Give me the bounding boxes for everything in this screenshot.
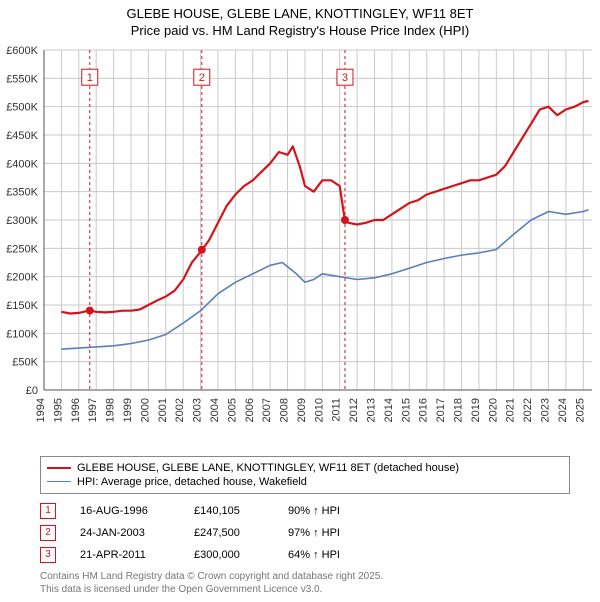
- svg-text:1: 1: [87, 72, 93, 84]
- sale-row: 2 24-JAN-2003 £247,500 97% ↑ HPI: [40, 522, 570, 544]
- svg-text:1999: 1999: [122, 398, 134, 422]
- svg-text:2011: 2011: [331, 398, 343, 422]
- svg-text:2008: 2008: [279, 398, 291, 422]
- legend-item: GLEBE HOUSE, GLEBE LANE, KNOTTINGLEY, WF…: [47, 461, 563, 475]
- legend: GLEBE HOUSE, GLEBE LANE, KNOTTINGLEY, WF…: [40, 456, 570, 494]
- svg-text:2004: 2004: [209, 398, 221, 422]
- svg-text:2020: 2020: [487, 398, 499, 422]
- svg-text:2023: 2023: [540, 398, 552, 422]
- svg-text:2003: 2003: [192, 398, 204, 422]
- sale-pct: 90% ↑ HPI: [288, 505, 340, 517]
- legend-swatch: [47, 481, 71, 482]
- svg-text:£350K: £350K: [6, 186, 38, 198]
- svg-text:3: 3: [342, 72, 348, 84]
- title-line-2: Price paid vs. HM Land Registry's House …: [0, 23, 600, 40]
- sale-date: 16-AUG-1996: [80, 505, 170, 517]
- svg-text:2007: 2007: [261, 398, 273, 422]
- svg-text:2001: 2001: [157, 398, 169, 422]
- svg-text:2009: 2009: [296, 398, 308, 422]
- svg-text:2019: 2019: [470, 398, 482, 422]
- svg-text:£0: £0: [26, 385, 38, 397]
- svg-text:£500K: £500K: [6, 101, 38, 113]
- svg-text:2017: 2017: [435, 398, 447, 422]
- svg-text:2015: 2015: [400, 398, 412, 422]
- sale-date: 24-JAN-2003: [80, 527, 170, 539]
- legend-label: HPI: Average price, detached house, Wake…: [77, 476, 307, 488]
- svg-text:2016: 2016: [418, 398, 430, 422]
- sale-price: £247,500: [194, 527, 264, 539]
- svg-text:£400K: £400K: [6, 158, 38, 170]
- title-line-1: GLEBE HOUSE, GLEBE LANE, KNOTTINGLEY, WF…: [0, 6, 600, 23]
- chart-container: GLEBE HOUSE, GLEBE LANE, KNOTTINGLEY, WF…: [0, 0, 600, 596]
- svg-text:2014: 2014: [383, 398, 395, 422]
- chart-svg: £0 £50K £100K £150K £200K £250K £300K £350K £400…: [0, 40, 600, 450]
- svg-text:£150K: £150K: [6, 300, 38, 312]
- sale-price: £300,000: [194, 549, 264, 561]
- svg-text:1997: 1997: [87, 398, 99, 422]
- legend-item: HPI: Average price, detached house, Wake…: [47, 475, 563, 489]
- svg-text:£250K: £250K: [6, 243, 38, 255]
- svg-text:2022: 2022: [522, 398, 534, 422]
- svg-text:£50K: £50K: [12, 356, 38, 368]
- sale-price: £140,105: [194, 505, 264, 517]
- sales-table: 1 16-AUG-1996 £140,105 90% ↑ HPI 2 24-JAN-200…: [40, 500, 570, 566]
- svg-text:2000: 2000: [139, 398, 151, 422]
- svg-text:1998: 1998: [105, 398, 117, 422]
- svg-text:2006: 2006: [244, 398, 256, 422]
- chart-plot-area: £0 £50K £100K £150K £200K £250K £300K £350K £400…: [0, 40, 600, 450]
- sale-date: 21-APR-2011: [80, 549, 170, 561]
- svg-text:2012: 2012: [348, 398, 360, 422]
- attribution-line-1: Contains HM Land Registry data © Crown c…: [40, 570, 570, 583]
- svg-text:2024: 2024: [557, 398, 569, 422]
- svg-text:£200K: £200K: [6, 271, 38, 283]
- legend-label: GLEBE HOUSE, GLEBE LANE, KNOTTINGLEY, WF…: [77, 462, 459, 474]
- chart-title: GLEBE HOUSE, GLEBE LANE, KNOTTINGLEY, WF…: [0, 0, 600, 40]
- svg-text:2025: 2025: [574, 398, 586, 422]
- svg-text:2010: 2010: [313, 398, 325, 422]
- svg-text:£300K: £300K: [6, 215, 38, 227]
- attribution: Contains HM Land Registry data © Crown c…: [40, 570, 570, 596]
- svg-text:£600K: £600K: [6, 45, 38, 57]
- svg-text:1994: 1994: [35, 398, 47, 422]
- svg-text:2013: 2013: [366, 398, 378, 422]
- sale-row: 1 16-AUG-1996 £140,105 90% ↑ HPI: [40, 500, 570, 522]
- svg-text:2005: 2005: [226, 398, 238, 422]
- sale-pct: 64% ↑ HPI: [288, 549, 340, 561]
- svg-text:2018: 2018: [453, 398, 465, 422]
- svg-text:2021: 2021: [505, 398, 517, 422]
- legend-swatch: [47, 467, 71, 469]
- svg-text:1996: 1996: [70, 398, 82, 422]
- sale-pct: 97% ↑ HPI: [288, 527, 340, 539]
- sale-marker: 1: [40, 503, 56, 519]
- sale-marker: 3: [40, 547, 56, 563]
- svg-text:£450K: £450K: [6, 130, 38, 142]
- svg-text:1995: 1995: [52, 398, 64, 422]
- attribution-line-2: This data is licensed under the Open Gov…: [40, 583, 570, 596]
- sale-row: 3 21-APR-2011 £300,000 64% ↑ HPI: [40, 544, 570, 566]
- svg-text:£100K: £100K: [6, 328, 38, 340]
- svg-text:2002: 2002: [174, 398, 186, 422]
- svg-text:£550K: £550K: [6, 73, 38, 85]
- svg-text:2: 2: [199, 72, 205, 84]
- sale-marker: 2: [40, 525, 56, 541]
